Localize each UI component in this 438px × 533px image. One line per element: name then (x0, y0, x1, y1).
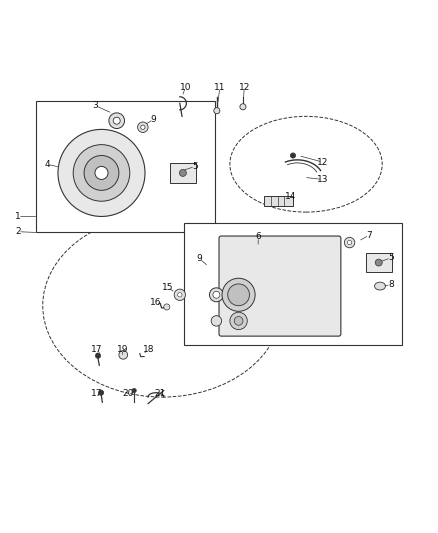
Circle shape (164, 304, 170, 310)
Circle shape (84, 156, 119, 190)
Circle shape (375, 259, 382, 266)
Text: 5: 5 (192, 162, 198, 171)
Ellipse shape (374, 282, 385, 290)
Circle shape (95, 166, 108, 180)
Text: 14: 14 (285, 192, 297, 201)
Ellipse shape (230, 116, 382, 212)
Circle shape (228, 284, 250, 305)
Circle shape (214, 108, 220, 114)
Circle shape (290, 153, 296, 158)
Bar (36, 101, 215, 232)
Text: 8: 8 (388, 280, 394, 289)
Circle shape (174, 289, 185, 301)
Circle shape (230, 312, 247, 329)
Text: 1: 1 (15, 212, 21, 221)
Text: 6: 6 (255, 232, 261, 241)
Circle shape (58, 130, 145, 216)
Text: 17: 17 (92, 389, 103, 398)
Circle shape (240, 104, 246, 110)
Text: 13: 13 (317, 175, 328, 184)
Text: 17: 17 (92, 345, 103, 354)
Text: 4: 4 (44, 160, 50, 169)
Text: 12: 12 (317, 158, 328, 166)
Circle shape (109, 113, 124, 128)
Ellipse shape (43, 214, 282, 397)
Circle shape (211, 316, 222, 326)
Circle shape (73, 144, 130, 201)
Circle shape (209, 288, 223, 302)
Text: 16: 16 (150, 298, 162, 306)
Text: 19: 19 (117, 345, 128, 354)
Circle shape (99, 390, 104, 395)
Text: 11: 11 (214, 83, 226, 92)
FancyBboxPatch shape (170, 163, 196, 182)
Circle shape (347, 240, 352, 245)
Circle shape (138, 122, 148, 133)
Text: 15: 15 (162, 283, 173, 292)
Circle shape (213, 292, 220, 298)
Circle shape (132, 389, 136, 393)
Text: 9: 9 (197, 254, 202, 263)
Text: 5: 5 (388, 253, 394, 262)
Circle shape (344, 237, 355, 248)
Circle shape (178, 293, 182, 297)
Text: 10: 10 (180, 83, 191, 92)
Text: 20: 20 (123, 389, 134, 398)
Circle shape (234, 317, 243, 325)
Circle shape (119, 351, 127, 359)
Circle shape (95, 353, 101, 358)
FancyBboxPatch shape (366, 254, 392, 272)
Text: 9: 9 (151, 115, 157, 124)
Bar (184, 223, 402, 345)
Circle shape (180, 169, 186, 176)
Circle shape (222, 278, 255, 311)
Text: 12: 12 (239, 83, 250, 92)
Text: 2: 2 (15, 227, 21, 236)
FancyBboxPatch shape (264, 196, 293, 206)
Text: 7: 7 (366, 231, 372, 240)
FancyBboxPatch shape (219, 236, 341, 336)
Circle shape (113, 117, 120, 124)
Text: 21: 21 (155, 389, 166, 398)
Text: 18: 18 (143, 345, 154, 354)
Text: 3: 3 (92, 101, 98, 110)
Circle shape (141, 125, 145, 130)
